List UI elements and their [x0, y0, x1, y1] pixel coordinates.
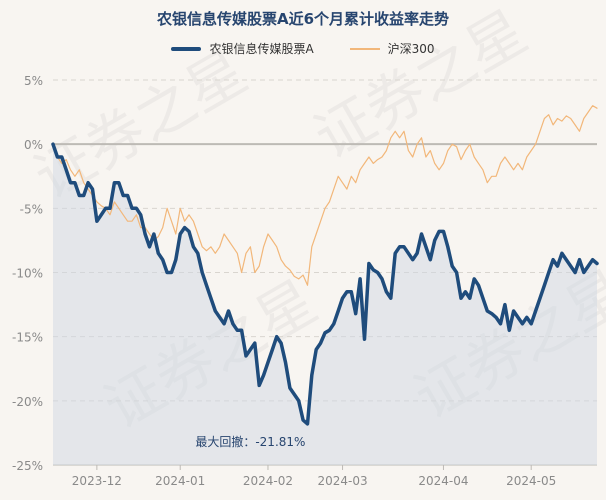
legend: 农银信息传媒股票A 沪深300 [0, 40, 606, 57]
x-tick-label: 2024-02 [243, 474, 293, 488]
x-tick-label: 2024-03 [317, 474, 367, 488]
y-tick-label: -15% [12, 331, 43, 345]
series-line-fund [51, 142, 599, 426]
y-tick-label: 5% [24, 74, 43, 88]
y-tick-label: -25% [12, 459, 43, 473]
chart-title: 农银信息传媒股票A近6个月累计收益率走势 [156, 10, 450, 28]
legend-swatch-fund [171, 46, 202, 51]
legend-swatch-index [349, 47, 380, 50]
y-tick-label: -10% [12, 267, 43, 281]
x-tick-label: 2024-04 [418, 474, 468, 488]
x-tick-label: 2024-01 [155, 474, 205, 488]
watermark-text: 证券之星 [303, 0, 538, 172]
y-tick-label: -20% [12, 395, 43, 409]
fund-area [53, 144, 597, 465]
x-tick-label: 2024-05 [506, 474, 556, 488]
y-tick-label: 0% [24, 138, 43, 152]
legend-item-fund[interactable]: 农银信息传媒股票A [171, 40, 314, 57]
y-tick-label: -5% [20, 202, 43, 216]
legend-label-index: 沪深300 [387, 42, 435, 56]
legend-item-index[interactable]: 沪深300 [349, 40, 435, 57]
x-tick-label: 2023-12 [72, 474, 122, 488]
max-drawdown-annotation: 最大回撤：-21.81% [195, 434, 305, 449]
legend-label-fund: 农银信息传媒股票A [209, 42, 314, 56]
